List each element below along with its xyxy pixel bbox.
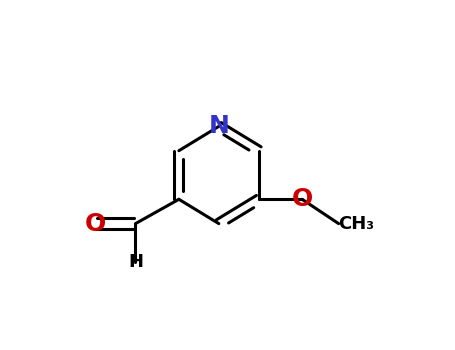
Text: N: N bbox=[208, 114, 229, 138]
Text: O: O bbox=[292, 187, 313, 211]
Text: O: O bbox=[85, 212, 106, 236]
Text: CH₃: CH₃ bbox=[339, 215, 374, 233]
Text: H: H bbox=[128, 253, 143, 271]
